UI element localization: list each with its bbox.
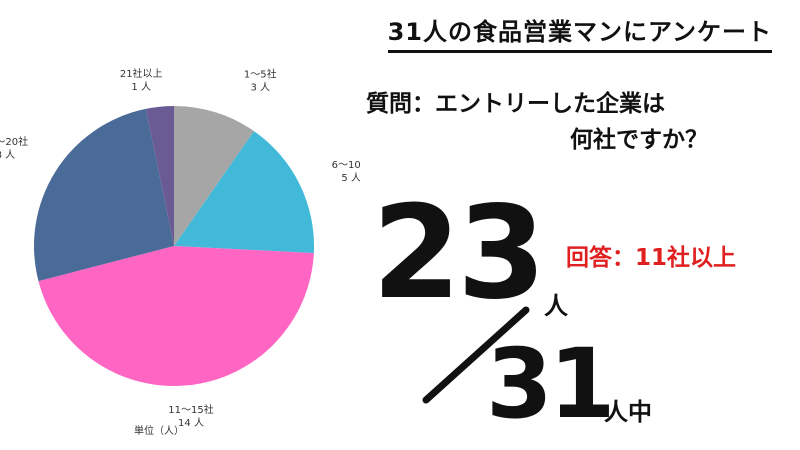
slice-category-label: 11～15社	[168, 403, 213, 416]
pie-slice	[174, 106, 254, 246]
slice-value-label: 14 人	[178, 417, 204, 429]
pie-slice	[34, 108, 174, 282]
page-title: 31人の食品営業マンにアンケート	[387, 12, 772, 53]
pie-slice	[145, 106, 174, 246]
slice-category-label: 6～10社	[332, 158, 360, 171]
slice-value-label: 1 人	[131, 81, 151, 93]
slice-category-label: 1～5社	[244, 68, 277, 81]
total-unit: 人中	[604, 398, 652, 426]
question-line-1: 質問：エントリーした企業は	[366, 91, 665, 117]
count-number: 23	[372, 179, 546, 328]
slice-category-label: 21社以上	[120, 67, 163, 80]
unit-note: 単位（人）	[134, 424, 184, 437]
slice-value-label: 5 人	[341, 172, 360, 184]
slice-value-label: 3 人	[251, 82, 271, 94]
fraction-slash	[422, 306, 530, 404]
slice-category-label: 16～20社	[0, 135, 28, 148]
pie-slice	[174, 131, 314, 254]
slice-value-label: 8 人	[0, 149, 15, 161]
count-unit: 人	[544, 292, 568, 320]
total-number: 31	[486, 328, 616, 440]
pie-slice	[38, 246, 314, 386]
answer-label: 回答：11社以上	[566, 245, 737, 271]
question-line-2: 何社ですか？	[570, 127, 708, 153]
